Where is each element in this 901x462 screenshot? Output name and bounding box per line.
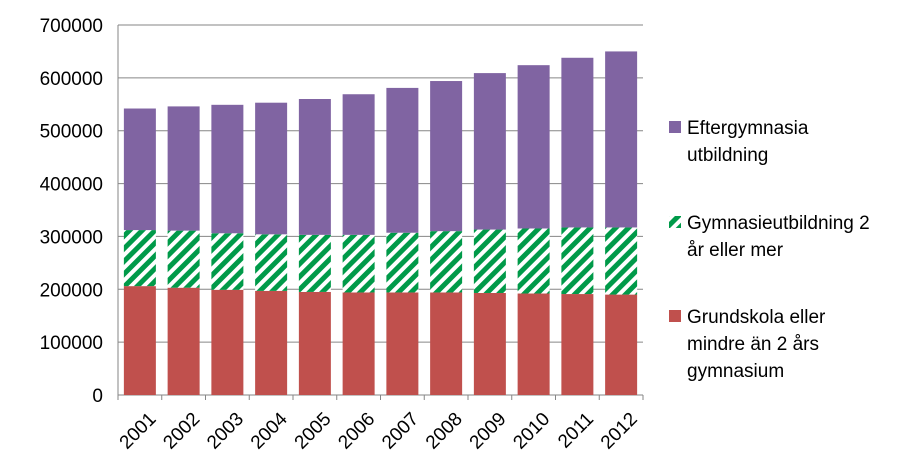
y-tick-label: 500000 xyxy=(40,122,103,143)
bar-segment-0-2005 xyxy=(298,291,331,395)
axes xyxy=(117,25,644,400)
y-tick-label: 0 xyxy=(92,386,103,407)
bar-segment-2-2001 xyxy=(123,108,156,231)
bar-segment-2-2011 xyxy=(561,57,594,228)
bar-segment-2-2009 xyxy=(473,73,506,230)
bar-segment-2-2002 xyxy=(167,106,200,231)
bar-segment-2-2007 xyxy=(386,87,419,233)
bar-segment-2-2003 xyxy=(211,104,244,234)
y-axis-tick-labels: 0 100000 200000 300000 400000 500000 600000 700… xyxy=(40,16,103,407)
y-tick-label: 100000 xyxy=(40,333,103,354)
bar-segment-2-2006 xyxy=(342,94,375,235)
bar-segment-0-2004 xyxy=(255,290,288,395)
y-tick-label: 700000 xyxy=(40,16,103,37)
bar-segment-0-2001 xyxy=(123,286,156,395)
bar-segment-2-2012 xyxy=(605,51,638,228)
legend-label: år eller mer xyxy=(687,240,784,261)
x-tick-label: 2003 xyxy=(203,409,248,454)
legend-label: Gymnasieutbildning 2 xyxy=(687,213,870,234)
x-tick-label: 2006 xyxy=(334,409,379,454)
bar-segment-0-2011 xyxy=(561,294,594,395)
legend-swatch xyxy=(669,310,681,322)
legend-label: Eftergymnasia xyxy=(687,118,809,139)
bar-segment-1-2005 xyxy=(298,234,331,292)
x-tick-label: 2008 xyxy=(422,409,467,454)
y-tick-label: 400000 xyxy=(40,175,103,196)
bar-segment-1-2003 xyxy=(211,233,244,290)
bar-segment-1-2011 xyxy=(561,227,594,295)
bar-segment-0-2009 xyxy=(473,292,506,395)
x-axis-tick-labels: 2001 2002 2003 2004 2005 2006 2007 2008 2009 2010… xyxy=(116,408,642,453)
bar-segment-0-2012 xyxy=(605,294,638,395)
bar-segment-2-2004 xyxy=(255,102,288,235)
bar-segment-0-2006 xyxy=(342,292,375,395)
bar-segment-1-2006 xyxy=(342,234,375,293)
gridlines xyxy=(118,24,643,343)
x-tick-label: 2001 xyxy=(116,409,161,454)
legend-label: utbildning xyxy=(687,145,768,166)
legend: Eftergymnasia utbildning Gymnasieutbildnin… xyxy=(669,118,870,382)
x-tick-label: 2005 xyxy=(291,409,336,454)
bar-segment-2-2010 xyxy=(517,65,550,229)
x-tick-label: 2010 xyxy=(509,409,554,454)
bar-segment-1-2001 xyxy=(123,230,156,287)
bar-segment-0-2007 xyxy=(386,292,419,395)
bar-segment-1-2009 xyxy=(473,229,506,293)
bar-segment-2-2005 xyxy=(298,99,331,235)
bar-segment-0-2002 xyxy=(167,287,200,395)
x-tick-label: 2004 xyxy=(247,408,292,453)
x-tick-label: 2009 xyxy=(466,409,511,454)
x-tick-label: 2002 xyxy=(159,409,204,454)
bar-segment-1-2004 xyxy=(255,234,288,291)
legend-swatch xyxy=(669,216,681,228)
y-tick-label: 600000 xyxy=(40,69,103,90)
x-tick-label: 2011 xyxy=(554,409,598,453)
legend-swatch xyxy=(669,121,681,133)
bar-segment-0-2010 xyxy=(517,293,550,395)
bar-segment-1-2007 xyxy=(386,232,419,293)
bar-segment-1-2002 xyxy=(167,230,200,288)
x-tick-label: 2012 xyxy=(597,409,642,454)
bar-segment-0-2008 xyxy=(430,292,463,395)
x-tick-label: 2007 xyxy=(378,409,423,454)
legend-label: gymnasium xyxy=(687,361,784,382)
bar-segment-2-2008 xyxy=(430,81,463,232)
legend-label: Grundskola eller xyxy=(687,307,826,328)
bar-segment-1-2012 xyxy=(605,227,638,295)
bar-segment-1-2010 xyxy=(517,228,550,294)
bar-segment-1-2008 xyxy=(430,231,463,293)
legend-label: mindre än 2 års xyxy=(687,334,819,355)
bars xyxy=(123,51,638,395)
bar-segment-0-2003 xyxy=(211,289,244,395)
y-tick-label: 200000 xyxy=(40,280,103,301)
y-tick-label: 300000 xyxy=(40,227,103,248)
